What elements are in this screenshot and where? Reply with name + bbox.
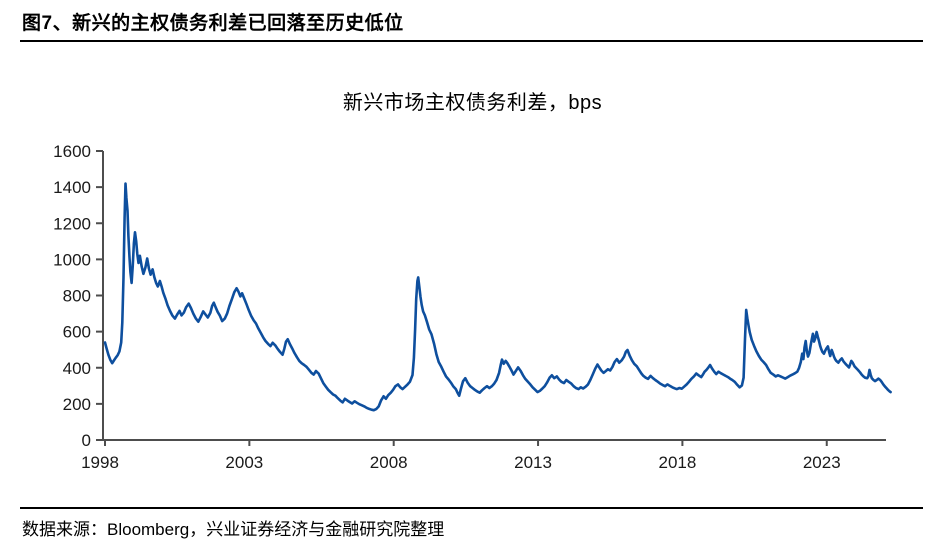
spread-series-line [103, 182, 892, 412]
footer-rule [20, 507, 923, 509]
data-source: 数据来源：Bloomberg，兴业证券经济与金融研究院整理 [22, 520, 445, 539]
x-tick-label: 2008 [370, 453, 408, 472]
figure-title: 图7、新兴的主权债务利差已回落至历史低位 [22, 13, 404, 34]
y-tick-label: 1400 [53, 178, 91, 197]
x-tick-label: 1998 [81, 453, 119, 472]
y-tick-label: 800 [63, 287, 91, 306]
x-tick-label: 2023 [803, 453, 841, 472]
y-tick-label: 1000 [53, 250, 91, 269]
chart-title: 新兴市场主权债务利差，bps [342, 92, 603, 114]
x-tick-label: 2003 [225, 453, 263, 472]
y-tick-label: 600 [63, 323, 91, 342]
y-tick-label: 400 [63, 359, 91, 378]
y-tick-label: 1600 [53, 142, 91, 161]
y-tick-label: 1200 [53, 214, 91, 233]
x-tick-label: 2018 [658, 453, 696, 472]
header-rule [20, 40, 923, 42]
x-tick-label: 2013 [514, 453, 552, 472]
y-tick-label: 0 [82, 431, 91, 450]
y-tick-label: 200 [63, 395, 91, 414]
spread-line-chart: 0 200 400 600 800 1000 1200 1400 1600 1998 2003 200… [53, 142, 892, 472]
